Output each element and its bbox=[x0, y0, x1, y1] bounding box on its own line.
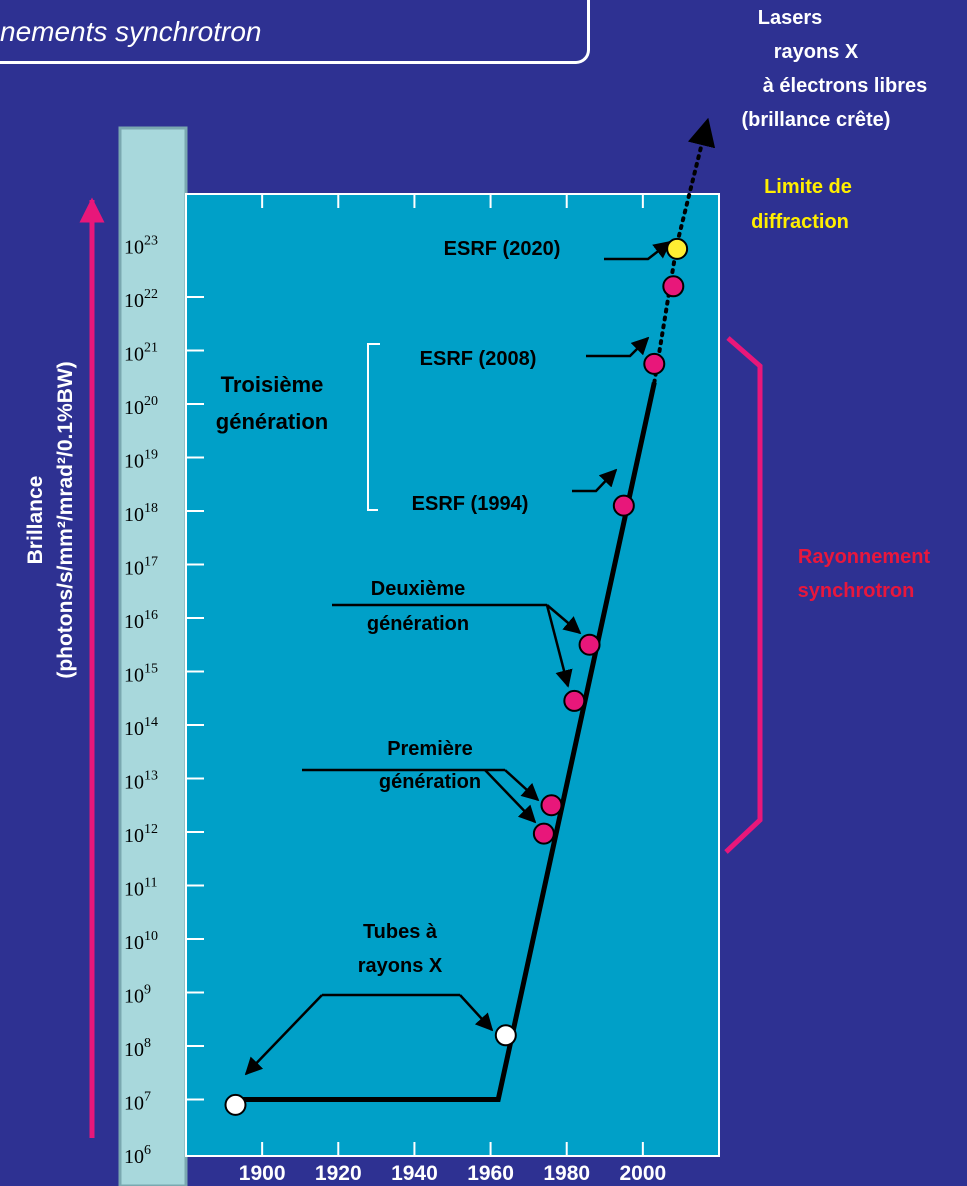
tubes-arrow-left bbox=[244, 994, 323, 1076]
lasers-label-2: rayons X bbox=[774, 41, 859, 63]
lasers-label-1: Lasers bbox=[758, 7, 823, 29]
data-point bbox=[578, 633, 601, 656]
y-axis-label: Brillance (photons/s/mm²/mrad²/0.1%BW) bbox=[24, 361, 77, 678]
y-tick-label: 1021 bbox=[124, 341, 158, 366]
data-point bbox=[612, 494, 635, 517]
y-tick-label: 1017 bbox=[124, 555, 158, 580]
y-tick-label: 1011 bbox=[124, 876, 157, 901]
first-gen-label-1: Première bbox=[387, 738, 473, 760]
first-gen-label-2: génération bbox=[379, 771, 481, 793]
data-point bbox=[494, 1024, 517, 1047]
series-line bbox=[235, 382, 657, 1102]
y-axis-label-line2: (photons/s/mm²/mrad²/0.1%BW) bbox=[54, 361, 77, 678]
y-tick-label: 109 bbox=[124, 983, 151, 1008]
data-point bbox=[563, 689, 586, 712]
data-point bbox=[532, 822, 555, 845]
y-axis-label-line1: Brillance bbox=[24, 476, 47, 565]
first-gen-arrow-2 bbox=[484, 769, 537, 824]
tubes-label-1: Tubes à bbox=[363, 921, 438, 943]
esrf-2008-label: ESRF (2008) bbox=[420, 348, 537, 370]
data-point bbox=[540, 794, 563, 817]
tubes-arrow-right bbox=[459, 994, 494, 1032]
esrf1994-arrow bbox=[572, 468, 618, 493]
y-tick-label: 1010 bbox=[124, 929, 158, 954]
esrf2020-arrow bbox=[604, 240, 672, 261]
y-tick-label: 1013 bbox=[124, 769, 158, 794]
y-tick-label: 1023 bbox=[124, 234, 158, 259]
series-line bbox=[675, 117, 716, 246]
esrf-2020-label: ESRF (2020) bbox=[444, 238, 561, 260]
second-gen-label-1: Deuxième bbox=[371, 578, 466, 600]
y-tick-label: 1019 bbox=[124, 448, 158, 473]
data-point bbox=[666, 237, 689, 260]
lasers-label-3: à électrons libres bbox=[763, 75, 928, 97]
second-gen-label-2: génération bbox=[367, 613, 469, 635]
plot-area bbox=[185, 193, 720, 1157]
rayonnement-bracket bbox=[724, 336, 763, 854]
page-title: nements synchrotron bbox=[0, 16, 262, 47]
x-tick-label: 2000 bbox=[619, 1162, 666, 1185]
esrf-1994-label: ESRF (1994) bbox=[412, 493, 529, 515]
third-gen-label-1: Troisième bbox=[221, 372, 324, 397]
x-tick-label: 1940 bbox=[391, 1162, 438, 1185]
rayonnement-label-1: Rayonnement bbox=[798, 546, 931, 568]
limit-label-1: Limite de bbox=[764, 176, 852, 198]
tubes-label-2: rayons X bbox=[358, 955, 443, 977]
third-gen-bracket bbox=[367, 343, 380, 511]
data-point bbox=[643, 352, 666, 375]
data-point bbox=[224, 1093, 247, 1116]
lasers-label-4: (brillance crête) bbox=[742, 109, 891, 131]
second-gen-arrow-1 bbox=[546, 604, 582, 635]
rayonnement-label-2: synchrotron bbox=[798, 580, 915, 602]
x-tick-label: 1960 bbox=[467, 1162, 514, 1185]
first-gen-arrow-1 bbox=[504, 769, 540, 802]
y-tick-label: 107 bbox=[124, 1090, 151, 1115]
y-tick-label: 1016 bbox=[124, 608, 158, 633]
limit-label-2: diffraction bbox=[751, 211, 849, 233]
esrf2008-arrow bbox=[586, 336, 650, 358]
y-tick-label: 108 bbox=[124, 1036, 151, 1061]
second-gen-arrow-2 bbox=[545, 604, 573, 688]
y-tick-label: 1018 bbox=[124, 501, 158, 526]
x-tick-label: 1980 bbox=[543, 1162, 590, 1185]
y-tick-label: 1012 bbox=[124, 822, 158, 847]
third-gen-label-2: génération bbox=[216, 409, 328, 434]
x-tick-label: 1900 bbox=[239, 1162, 286, 1185]
title-banner bbox=[0, 0, 590, 64]
y-tick-label: 1015 bbox=[124, 662, 158, 687]
y-tick-label: 1014 bbox=[124, 715, 158, 740]
data-point bbox=[662, 275, 685, 298]
x-tick-label: 1920 bbox=[315, 1162, 362, 1185]
y-tick-label: 1022 bbox=[124, 287, 158, 312]
y-tick-label: 1020 bbox=[124, 394, 158, 419]
y-tick-label: 106 bbox=[124, 1143, 151, 1168]
